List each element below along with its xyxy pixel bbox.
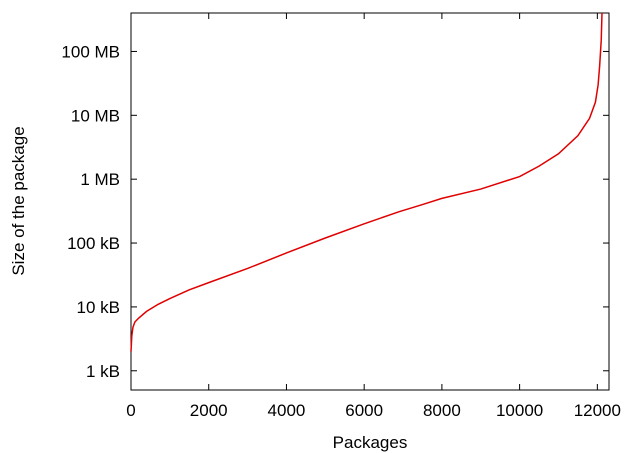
y-axis-label: Size of the package [9,126,28,275]
y-tick-label: 1 MB [80,170,120,189]
x-tick-label: 6000 [345,401,383,420]
y-axis: 1 kB 10 kB 100 kB 1 MB 10 MB 100 MB [61,42,609,381]
x-tick-label: 8000 [423,401,461,420]
series-line [130,12,603,352]
x-tick-label: 12000 [574,401,621,420]
x-tick-label: 2000 [190,401,228,420]
plot-frame [130,12,610,391]
y-tick-label: 10 kB [77,298,120,317]
x-tick-label: 4000 [268,401,306,420]
x-axis: 0 2000 4000 6000 8000 10000 12000 [126,13,621,420]
x-tick-label: 10000 [496,401,543,420]
y-tick-label: 1 kB [86,362,120,381]
y-tick-label: 10 MB [71,106,120,125]
x-tick-label: 0 [126,401,135,420]
x-axis-label: Packages [333,433,408,452]
y-tick-label: 100 kB [67,234,120,253]
y-tick-label: 100 MB [61,42,120,61]
